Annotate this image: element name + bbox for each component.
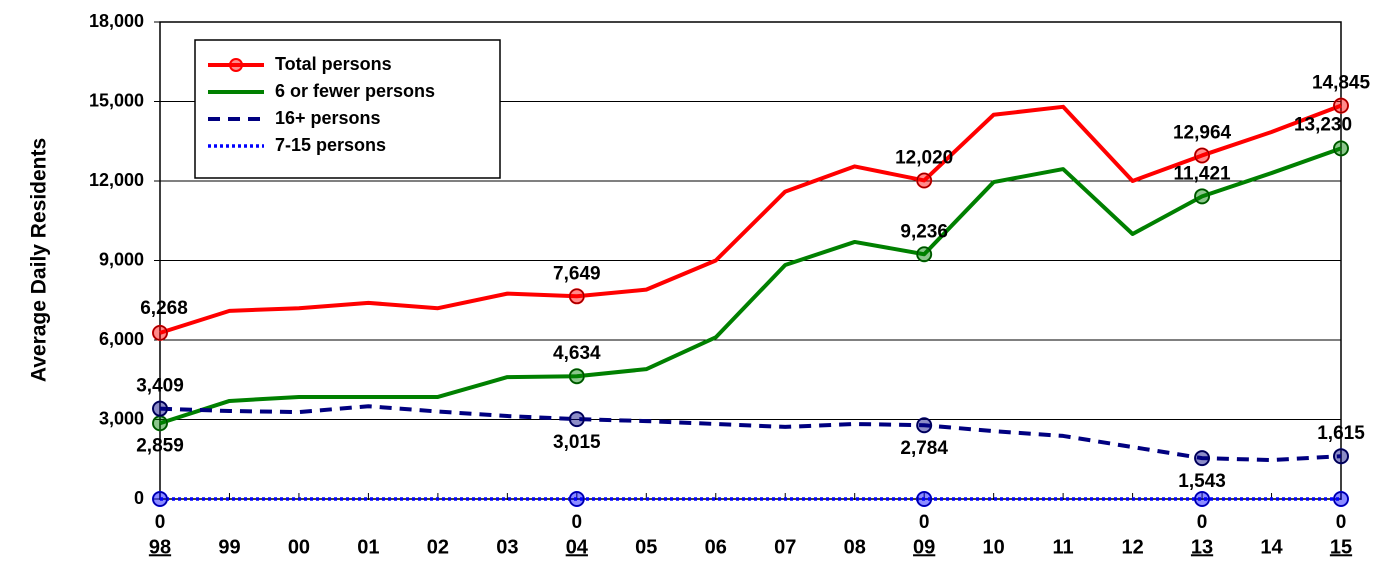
series-line xyxy=(159,103,1342,335)
marker-rim xyxy=(916,246,932,262)
x-tick-label: 01 xyxy=(357,536,379,558)
x-tick-label: 02 xyxy=(427,536,449,558)
data-label: 3,015 xyxy=(553,432,601,453)
series-line xyxy=(159,146,1342,426)
x-tick-label: 15 xyxy=(1330,536,1352,558)
x-tick-label: 12 xyxy=(1121,536,1143,558)
marker-rim xyxy=(1333,448,1349,464)
data-label: 0 xyxy=(919,512,930,533)
x-tick-label: 10 xyxy=(983,536,1005,558)
y-tick-label: 18,000 xyxy=(89,11,144,31)
x-tick-label: 13 xyxy=(1191,536,1213,558)
marker-rim xyxy=(1194,450,1210,466)
data-label: 11,421 xyxy=(1174,163,1231,184)
x-tick-label: 06 xyxy=(705,536,727,558)
x-tick-label: 07 xyxy=(774,536,796,558)
marker-rim xyxy=(916,172,932,188)
marker-rim xyxy=(152,491,168,507)
y-tick-label: 9,000 xyxy=(99,249,144,269)
data-label: 3,409 xyxy=(136,376,184,397)
data-label: 6,268 xyxy=(140,298,188,319)
marker-rim xyxy=(916,491,932,507)
data-label: 13,230 xyxy=(1294,114,1352,135)
marker-rim xyxy=(1194,188,1210,204)
data-label: 9,236 xyxy=(900,221,948,242)
marker-rim xyxy=(1333,98,1349,114)
y-tick-label: 3,000 xyxy=(99,408,144,428)
x-tick-label: 05 xyxy=(635,536,657,558)
marker-rim xyxy=(1194,491,1210,507)
legend-label: Total persons xyxy=(275,54,392,74)
y-tick-label: 15,000 xyxy=(89,90,144,110)
legend-label: 16+ persons xyxy=(275,108,381,128)
marker-rim xyxy=(152,325,168,341)
marker-rim xyxy=(152,401,168,417)
legend: Total persons 6 or fewer persons 16+ perso… xyxy=(194,39,501,179)
x-tick-label: 11 xyxy=(1053,536,1074,558)
marker-rim xyxy=(1333,140,1349,156)
x-tick-label: 08 xyxy=(844,536,866,558)
y-tick-label: 12,000 xyxy=(89,170,144,190)
data-label: 2,859 xyxy=(136,435,184,456)
marker-rim xyxy=(569,411,585,427)
data-label: 12,964 xyxy=(1173,122,1232,143)
x-tick-label: 98 xyxy=(149,536,171,558)
marker-rim xyxy=(916,417,932,433)
x-tick-label: 04 xyxy=(566,536,589,558)
marker-rim xyxy=(569,288,585,304)
data-label: 1,615 xyxy=(1317,423,1365,444)
marker-rim xyxy=(569,491,585,507)
marker-rim xyxy=(1333,491,1349,507)
data-label: 7,649 xyxy=(553,263,601,284)
y-tick-label: 0 xyxy=(134,488,144,508)
x-tick-label: 03 xyxy=(496,536,518,558)
data-label: 14,845 xyxy=(1312,73,1371,94)
series-line xyxy=(159,404,1342,463)
marker-rim xyxy=(569,368,585,384)
data-label: 0 xyxy=(1197,512,1208,533)
legend-label: 6 or fewer persons xyxy=(275,81,435,101)
legend-label: 7-15 persons xyxy=(275,135,386,155)
x-tick-label: 09 xyxy=(913,536,935,558)
data-label: 2,784 xyxy=(900,438,948,459)
data-label: 0 xyxy=(1336,512,1347,533)
data-label: 0 xyxy=(155,512,166,533)
marker-rim xyxy=(1194,147,1210,163)
y-tick-label: 6,000 xyxy=(99,329,144,349)
legend-marker xyxy=(229,58,243,72)
x-tick-label: 00 xyxy=(288,536,310,558)
y-axis-label: Average Daily Residents xyxy=(28,138,51,382)
x-tick-label: 14 xyxy=(1260,536,1283,558)
data-label: 4,634 xyxy=(553,343,601,364)
data-label: 0 xyxy=(572,512,583,533)
data-label: 1,543 xyxy=(1178,471,1226,492)
data-label: 12,020 xyxy=(895,147,953,168)
x-tick-label: 99 xyxy=(218,536,240,558)
